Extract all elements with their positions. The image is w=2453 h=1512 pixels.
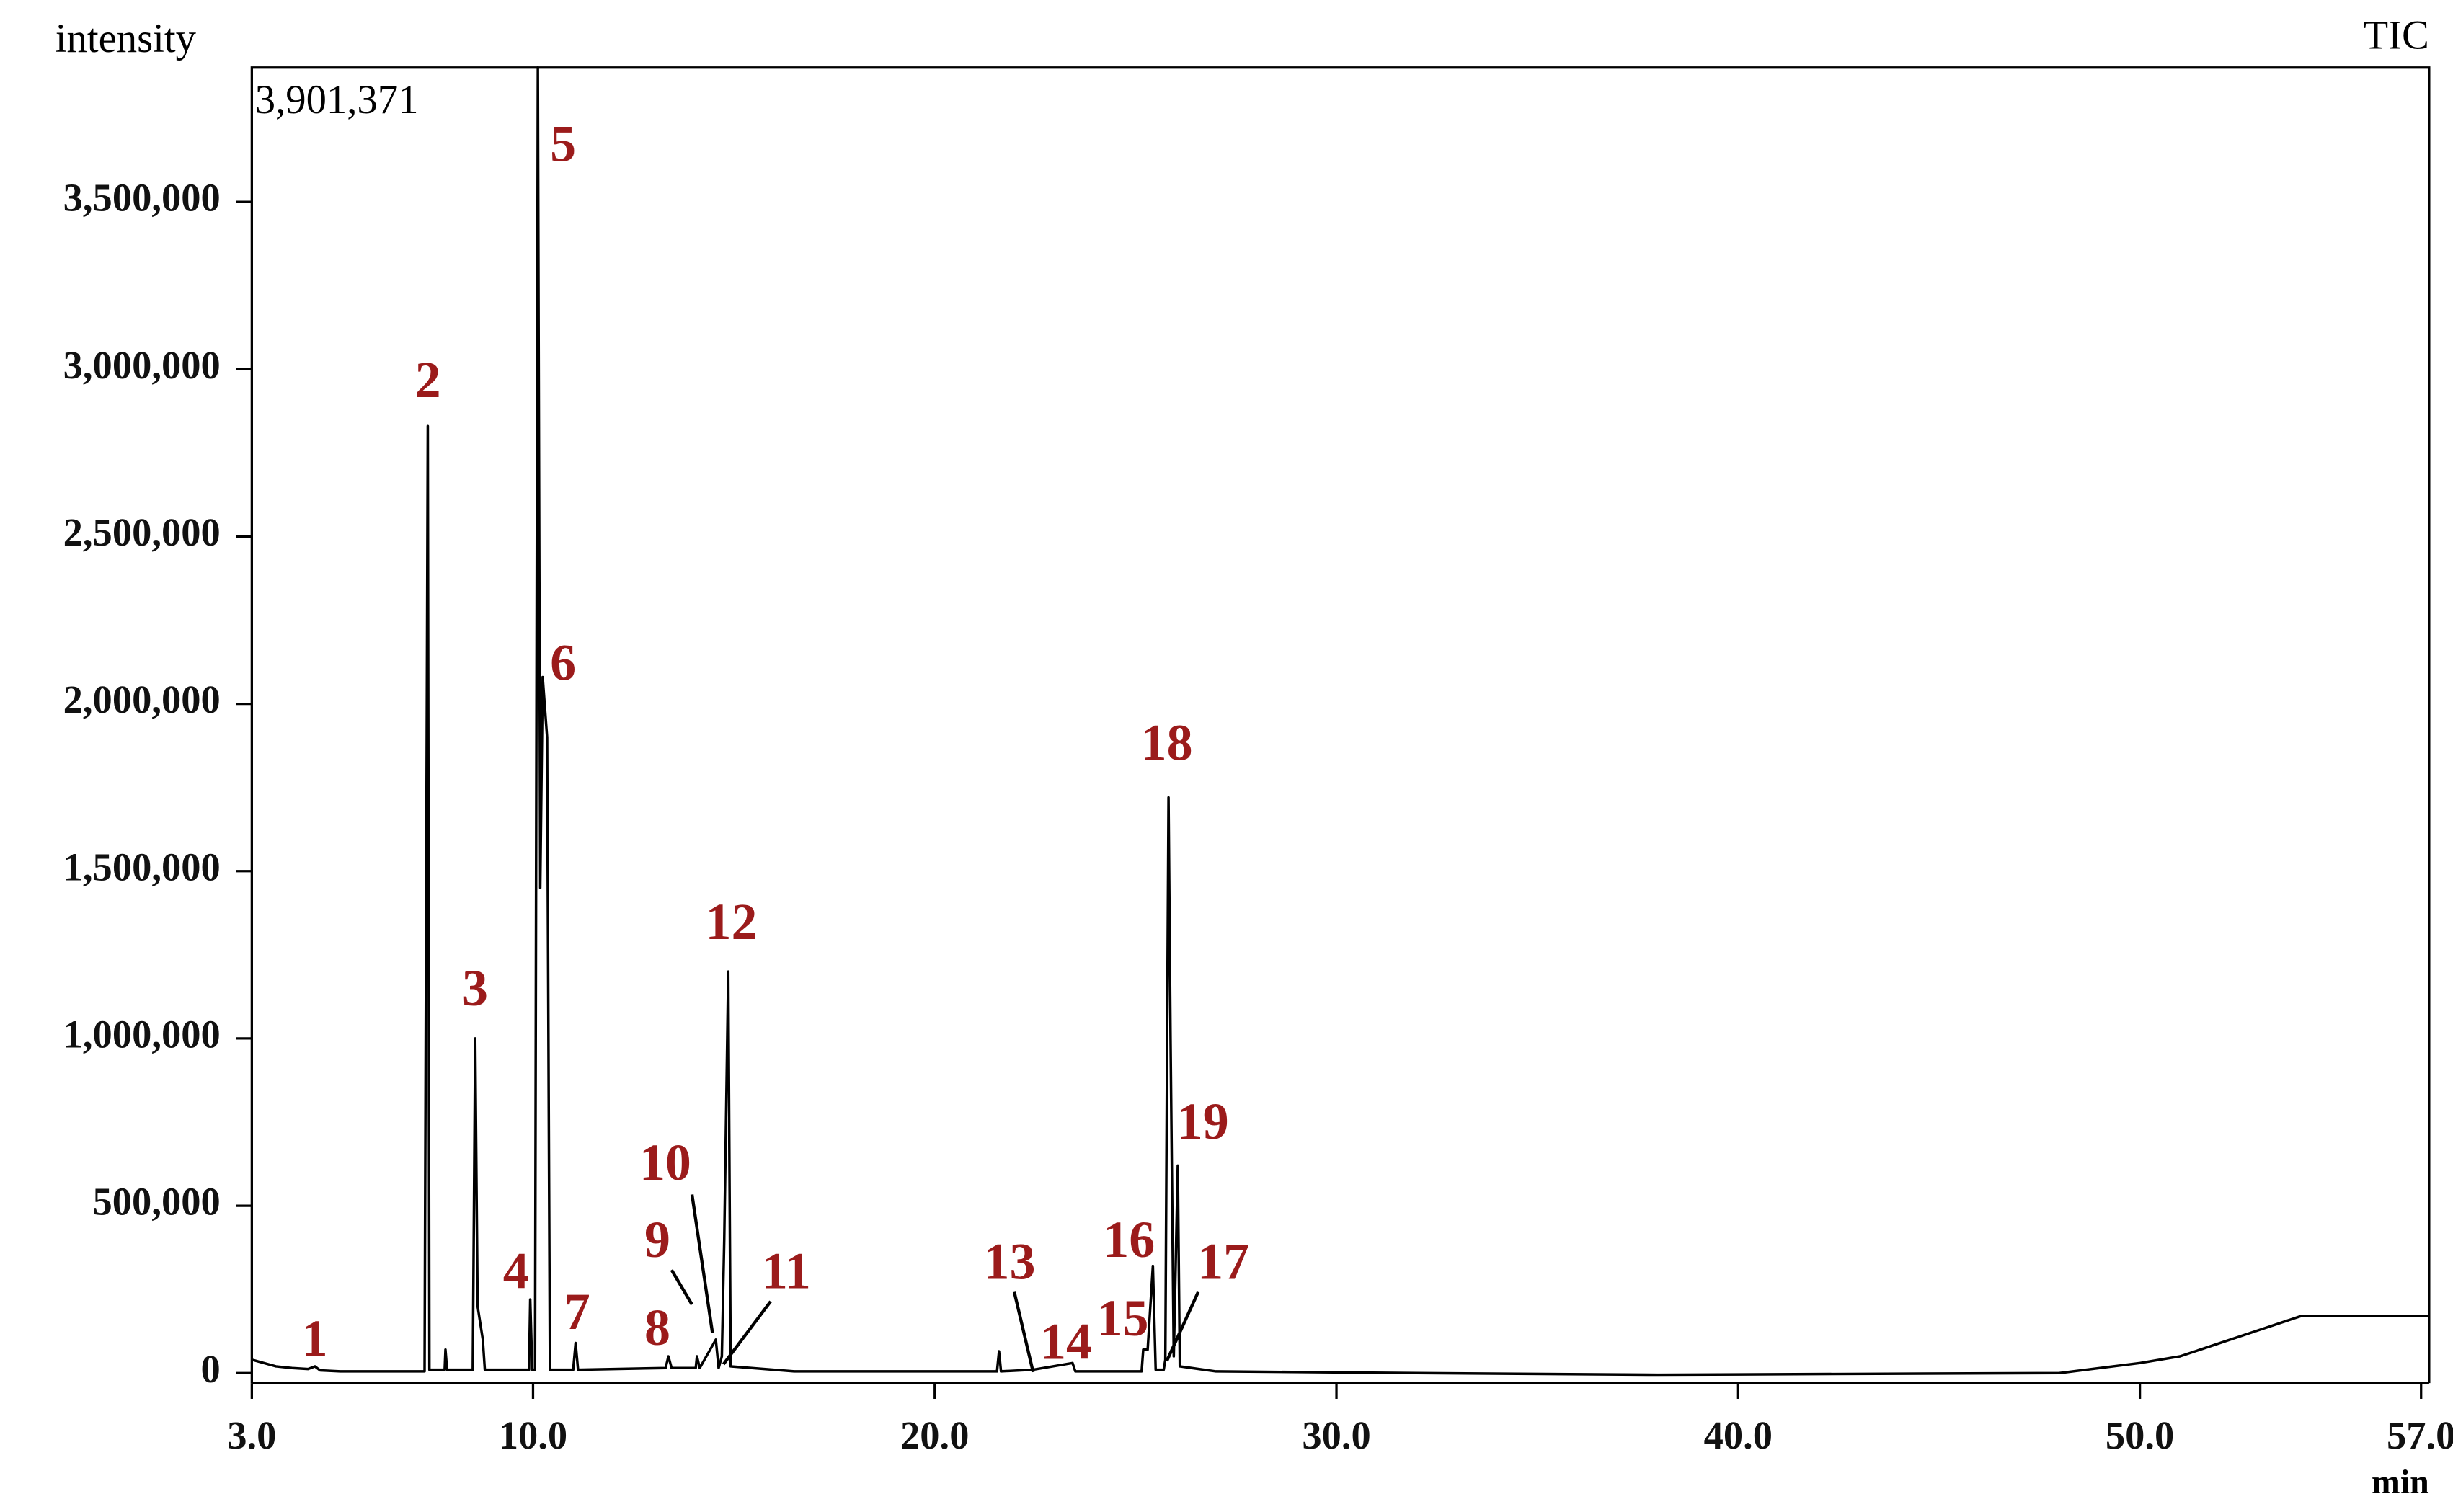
peak-label: 4 xyxy=(503,1242,529,1299)
chromatogram-line xyxy=(251,66,2429,1377)
x-tick-label: 10.0 xyxy=(499,1413,567,1457)
peak-label: 6 xyxy=(550,633,576,691)
frame xyxy=(250,66,2431,1384)
x-tick-label: 50.0 xyxy=(2106,1413,2174,1457)
y-tick-label: 1,500,000 xyxy=(63,845,221,889)
x-tick-label: 57.0 xyxy=(2387,1413,2453,1457)
y-tick-label: 1,000,000 xyxy=(63,1012,221,1056)
peak-label: 13 xyxy=(984,1232,1036,1290)
x-axis-label: min xyxy=(2372,1463,2429,1501)
x-tick-label: 40.0 xyxy=(1704,1413,1773,1457)
peak-label: 12 xyxy=(706,893,758,951)
peak-label: 1 xyxy=(302,1309,328,1367)
leader-line xyxy=(1165,1291,1200,1362)
peak-label: 16 xyxy=(1103,1211,1155,1268)
leader-line xyxy=(690,1194,714,1333)
leader-line xyxy=(670,1269,693,1306)
peak-label: 8 xyxy=(644,1299,670,1356)
y-tick-label: 0 xyxy=(200,1347,220,1391)
peak-label: 18 xyxy=(1141,714,1193,772)
peak-label: 7 xyxy=(564,1283,590,1340)
chart-title: TIC xyxy=(2364,13,2429,58)
max-label: 3,901,371 xyxy=(255,77,419,123)
peak-label: 9 xyxy=(644,1211,670,1268)
y-tick-label: 2,000,000 xyxy=(63,677,221,721)
peak-label: 14 xyxy=(1040,1313,1092,1371)
x-tick-label: 3.0 xyxy=(227,1413,276,1457)
peak-label: 5 xyxy=(550,115,576,173)
y-tick-label: 3,500,000 xyxy=(63,176,221,220)
leader-line xyxy=(1012,1291,1035,1373)
peak-label: 10 xyxy=(639,1134,691,1191)
y-tick-label: 500,000 xyxy=(93,1180,221,1224)
y-tick-label: 3,000,000 xyxy=(63,343,221,387)
peak-label: 15 xyxy=(1097,1289,1149,1347)
peak-label: 17 xyxy=(1197,1232,1249,1290)
y-tick-label: 2,500,000 xyxy=(63,510,221,554)
y-axis-label: intensity xyxy=(56,16,197,61)
leader-line xyxy=(722,1300,772,1366)
peak-label: 19 xyxy=(1177,1093,1229,1150)
peak-label: 3 xyxy=(462,959,488,1017)
peak-label: 11 xyxy=(762,1242,811,1299)
peak-label: 2 xyxy=(415,351,441,409)
x-tick-label: 30.0 xyxy=(1302,1413,1370,1457)
x-tick-label: 20.0 xyxy=(900,1413,969,1457)
